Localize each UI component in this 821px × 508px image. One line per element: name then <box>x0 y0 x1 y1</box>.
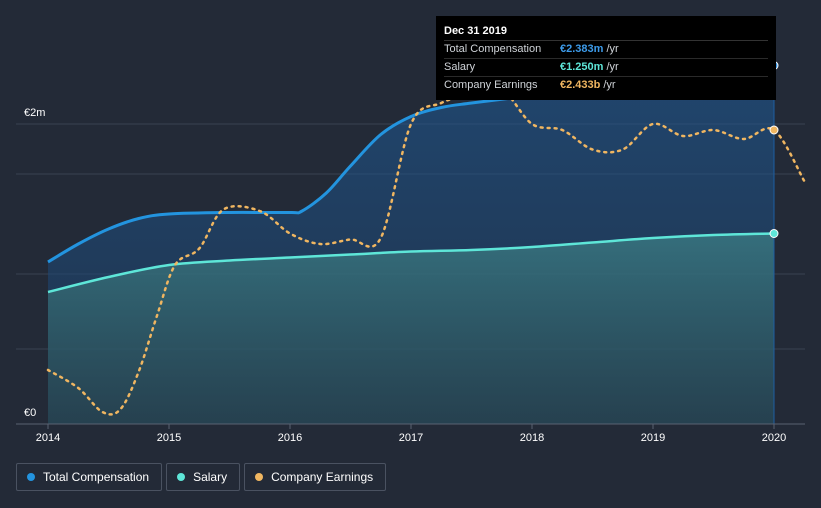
legend-item-salary[interactable]: Salary <box>166 463 241 491</box>
x-tick-label: 2019 <box>641 432 665 444</box>
x-tick-label: 2014 <box>36 432 60 444</box>
legend-label: Company Earnings <box>271 470 374 484</box>
salary-marker <box>769 229 779 238</box>
salary-area <box>48 233 774 424</box>
legend-dot-icon <box>27 473 35 481</box>
legend-dot-icon <box>255 473 264 481</box>
tooltip-value: €2.383m <box>560 43 604 55</box>
chart-tooltip: Dec 31 2019 Total Compensation €2.383m /… <box>436 16 776 100</box>
x-tick-label: 2017 <box>399 432 423 444</box>
tooltip-label: Total Compensation <box>444 43 542 55</box>
legend-label: Total Compensation <box>43 470 150 484</box>
tooltip-label: Company Earnings <box>444 79 538 91</box>
legend-dot-icon <box>177 473 186 481</box>
tooltip-label: Salary <box>444 61 476 73</box>
y-tick-label: €2m <box>24 107 45 119</box>
y-tick-label: €0 <box>24 407 36 419</box>
salary-line <box>47 232 775 294</box>
x-tick-label: 2020 <box>762 432 786 444</box>
x-tick-label: 2016 <box>278 432 302 444</box>
company-earnings-marker <box>769 125 779 135</box>
tooltip-unit: /yr <box>606 43 619 55</box>
tooltip-value: €2.433b <box>560 79 601 91</box>
tooltip-row-total-compensation: Total Compensation €2.383m /yr <box>444 41 768 59</box>
legend-item-company-earnings[interactable]: Company Earnings <box>244 463 387 491</box>
tooltip-unit: /yr <box>603 79 616 91</box>
tooltip-value: €1.250m <box>560 61 604 73</box>
chart-legend: Total Compensation Salary Company Earnin… <box>16 463 387 491</box>
x-tick-label: 2018 <box>520 432 544 444</box>
tooltip-date: Dec 31 2019 <box>444 23 768 41</box>
tooltip-unit: /yr <box>606 61 619 73</box>
tooltip-row-company-earnings: Company Earnings €2.433b /yr <box>444 77 768 94</box>
company-earnings-line <box>46 86 806 416</box>
legend-item-total-compensation[interactable]: Total Compensation <box>16 463 163 491</box>
x-tick-label: 2015 <box>157 432 181 444</box>
legend-label: Salary <box>193 470 228 484</box>
tooltip-row-salary: Salary €1.250m /yr <box>444 59 768 77</box>
